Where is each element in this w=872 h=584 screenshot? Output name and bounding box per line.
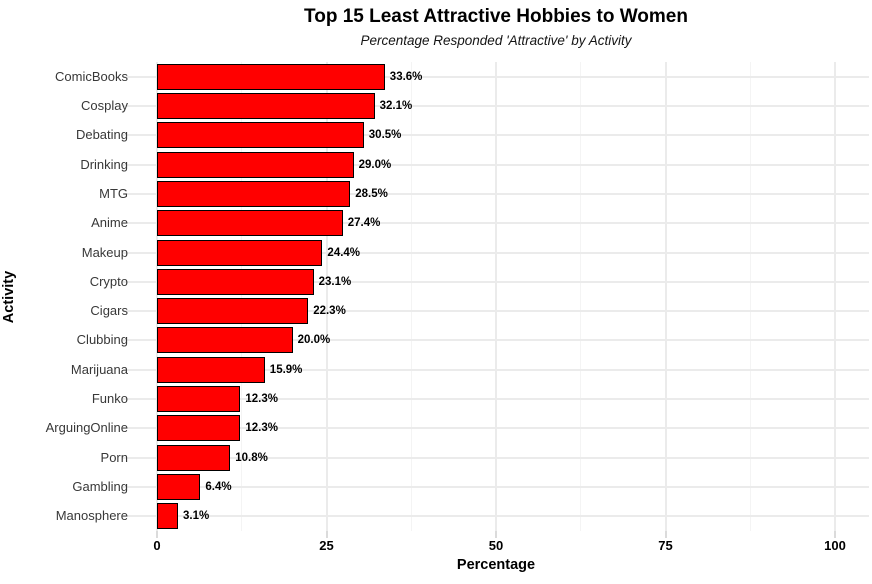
chart-subtitle: Percentage Responded 'Attractive' by Act… [360, 33, 632, 48]
chart-title: Top 15 Least Attractive Hobbies to Women [304, 6, 688, 27]
bar-value-label: 10.8% [235, 451, 268, 464]
x-tick-label: 50 [488, 538, 504, 553]
bar-Funko [157, 386, 241, 413]
category-label: MTG [99, 185, 128, 201]
grid-hline [123, 163, 869, 166]
x-tick-mark [664, 531, 667, 538]
x-tick-mark [495, 531, 497, 538]
category-label: Debating [75, 127, 128, 143]
bar-Anime [157, 210, 343, 237]
grid-minor-vline [241, 62, 243, 531]
x-tick-label: 100 [824, 538, 846, 553]
bar-value-label: 33.6% [389, 70, 423, 83]
category-label: Anime [91, 215, 128, 231]
grid-major-vline [156, 62, 158, 531]
category-label: Gambling [72, 479, 128, 495]
grid-hline [123, 515, 869, 518]
bar-Marijuana [157, 356, 265, 383]
grid-hline [123, 222, 869, 225]
bar-value-label: 23.1% [318, 275, 352, 288]
bar-Debating [157, 122, 364, 149]
x-tick-mark [834, 531, 836, 538]
bar-value-label: 29.0% [358, 158, 392, 171]
grid-minor-vline [749, 62, 751, 531]
category-label: Manosphere [55, 508, 128, 524]
x-tick-mark [325, 531, 328, 538]
bar-value-label: 12.3% [245, 393, 278, 406]
category-label: Porn [100, 449, 128, 465]
x-axis-title: Percentage [456, 557, 536, 573]
grid-major-vline [325, 62, 328, 531]
bar-MTG [157, 180, 351, 207]
bar-value-label: 30.5% [368, 129, 402, 142]
bar-Clubbing [157, 327, 293, 354]
grid-hline [123, 339, 869, 342]
category-label: ComicBooks [55, 68, 128, 84]
grid-minor-vline [580, 62, 582, 531]
bar-Makeup [157, 239, 323, 266]
grid-major-vline [664, 62, 667, 531]
bar-value-label: 12.3% [245, 422, 278, 435]
bar-value-label: 20.0% [297, 334, 331, 347]
x-tick-mark [156, 531, 158, 538]
grid-hline [123, 486, 869, 489]
bar-value-label: 27.4% [347, 217, 381, 230]
grid-hline [123, 104, 869, 107]
grid-minor-vline [410, 62, 412, 531]
bar-ComicBooks [157, 63, 385, 90]
grid-hline [123, 75, 869, 78]
bar-Porn [157, 444, 231, 471]
bar-Drinking [157, 151, 354, 178]
bar-value-label: 22.3% [313, 305, 346, 318]
x-tick-label: 25 [319, 538, 334, 553]
bar-Crypto [157, 268, 314, 295]
category-label: Crypto [89, 273, 128, 289]
category-label: Clubbing [76, 332, 128, 348]
bar-value-label: 15.9% [269, 363, 303, 376]
x-tick-label: 75 [658, 538, 673, 553]
bar-Cigars [157, 298, 309, 325]
bar-ArguingOnline [157, 415, 241, 442]
category-label: Funko [91, 391, 128, 407]
grid-hline [123, 427, 869, 430]
grid-major-vline [495, 62, 497, 531]
category-label: ArguingOnline [45, 420, 128, 436]
grid-hline [123, 456, 869, 459]
grid-hline [123, 310, 869, 313]
category-label: Drinking [80, 156, 128, 172]
category-label: Cigars [90, 303, 128, 319]
bar-Gambling [157, 474, 201, 501]
grid-hline [123, 368, 869, 371]
grid-hline [123, 134, 869, 137]
bar-value-label: 24.4% [327, 246, 361, 259]
bar-value-label: 3.1% [183, 510, 210, 523]
grid-major-vline [834, 62, 836, 531]
bar-Manosphere [157, 503, 179, 530]
bar-value-label: 32.1% [379, 99, 413, 112]
category-label: Makeup [81, 244, 128, 260]
category-label: Cosplay [81, 97, 128, 113]
category-label: Marijuana [70, 361, 128, 377]
x-tick-label: 0 [153, 538, 161, 553]
plot-panel: 33.6% 32.1% 30.5% 29.0% 28.5% 27.4% 24.4% 23.1%… [123, 62, 869, 531]
grid-hline [123, 280, 869, 283]
grid-hline [123, 398, 869, 401]
bar-value-label: 28.5% [355, 187, 388, 200]
grid-hline [123, 251, 869, 254]
bar-value-label: 6.4% [205, 481, 232, 494]
bar-Cosplay [157, 92, 375, 119]
grid-hline [123, 192, 869, 195]
